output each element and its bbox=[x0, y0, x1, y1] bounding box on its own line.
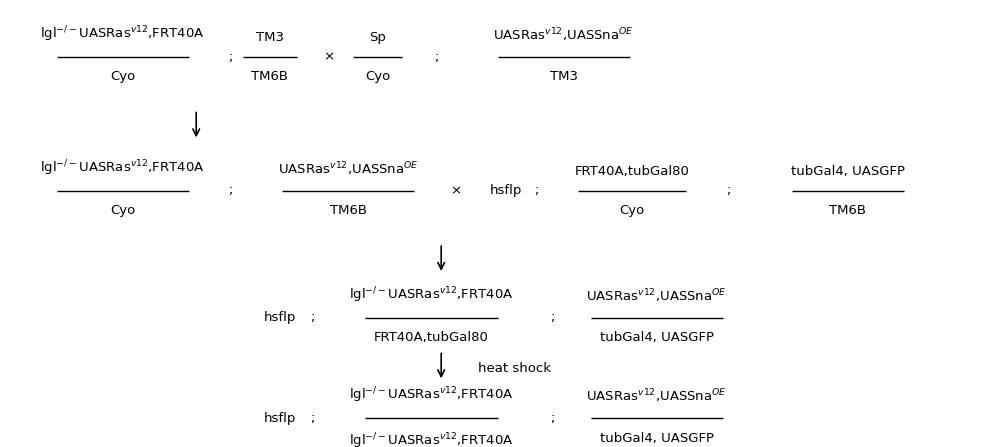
Text: ;: ; bbox=[726, 184, 731, 197]
Text: TM6B: TM6B bbox=[829, 204, 866, 217]
Text: lgl$^{-/-}$UASRas$^{v12}$,FRT40A: lgl$^{-/-}$UASRas$^{v12}$,FRT40A bbox=[40, 158, 205, 177]
Text: Cyo: Cyo bbox=[620, 204, 645, 217]
Text: FRT40A,tubGal80: FRT40A,tubGal80 bbox=[374, 331, 489, 344]
Text: ;: ; bbox=[534, 184, 538, 197]
Text: TM3: TM3 bbox=[550, 70, 578, 83]
Text: $\times$: $\times$ bbox=[450, 184, 462, 197]
Text: ;: ; bbox=[550, 412, 554, 425]
Text: UASRas$^{v12}$,UASSna$^{OE}$: UASRas$^{v12}$,UASSna$^{OE}$ bbox=[586, 388, 727, 405]
Text: Cyo: Cyo bbox=[110, 204, 135, 217]
Text: ;: ; bbox=[550, 311, 554, 324]
Text: heat shock: heat shock bbox=[478, 362, 551, 375]
Text: Sp: Sp bbox=[369, 31, 386, 44]
Text: ;: ; bbox=[310, 412, 314, 425]
Text: hsflp: hsflp bbox=[263, 311, 296, 324]
Text: tubGal4, UASGFP: tubGal4, UASGFP bbox=[791, 164, 905, 177]
Text: lgl$^{-/-}$UASRas$^{v12}$,FRT40A: lgl$^{-/-}$UASRas$^{v12}$,FRT40A bbox=[349, 386, 514, 405]
Text: hsflp: hsflp bbox=[263, 412, 296, 425]
Text: FRT40A,tubGal80: FRT40A,tubGal80 bbox=[575, 164, 690, 177]
Text: UASRas$^{v12}$,UASSna$^{OE}$: UASRas$^{v12}$,UASSna$^{OE}$ bbox=[278, 160, 418, 177]
Text: TM6B: TM6B bbox=[330, 204, 367, 217]
Text: $\times$: $\times$ bbox=[323, 51, 334, 63]
Text: hsflp: hsflp bbox=[490, 184, 522, 197]
Text: TM3: TM3 bbox=[256, 31, 284, 44]
Text: ;: ; bbox=[228, 184, 233, 197]
Text: lgl$^{-/-}$UASRas$^{v12}$,FRT40A: lgl$^{-/-}$UASRas$^{v12}$,FRT40A bbox=[349, 285, 514, 304]
Text: lgl$^{-/-}$UASRas$^{v12}$,FRT40A: lgl$^{-/-}$UASRas$^{v12}$,FRT40A bbox=[40, 24, 205, 44]
Text: UASRas$^{v12}$,UASSna$^{OE}$: UASRas$^{v12}$,UASSna$^{OE}$ bbox=[493, 26, 634, 44]
Text: TM6B: TM6B bbox=[251, 70, 288, 83]
Text: ;: ; bbox=[434, 51, 438, 63]
Text: lgl$^{-/-}$UASRas$^{v12}$,FRT40A: lgl$^{-/-}$UASRas$^{v12}$,FRT40A bbox=[349, 432, 514, 447]
Text: tubGal4, UASGFP: tubGal4, UASGFP bbox=[600, 432, 714, 445]
Text: UASRas$^{v12}$,UASSna$^{OE}$: UASRas$^{v12}$,UASSna$^{OE}$ bbox=[586, 287, 727, 304]
Text: ;: ; bbox=[228, 51, 233, 63]
Text: Cyo: Cyo bbox=[365, 70, 390, 83]
Text: ;: ; bbox=[310, 311, 314, 324]
Text: Cyo: Cyo bbox=[110, 70, 135, 83]
Text: tubGal4, UASGFP: tubGal4, UASGFP bbox=[600, 331, 714, 344]
